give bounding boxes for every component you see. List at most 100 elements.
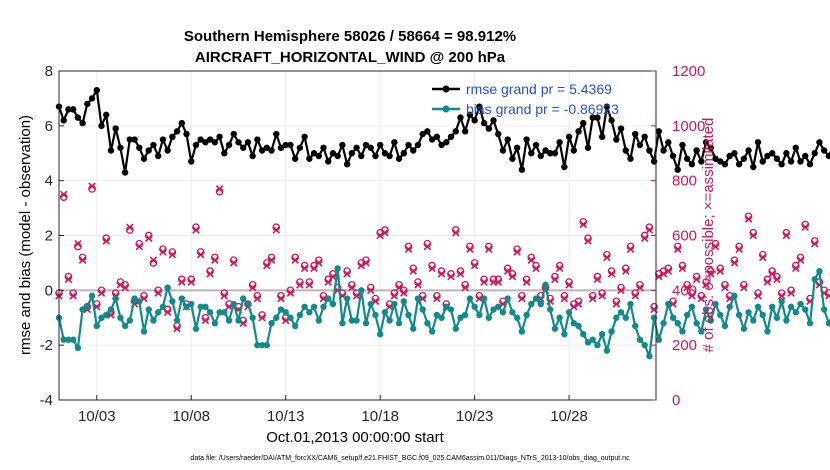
- obs-possible-point: [144, 231, 153, 240]
- bias-point: [509, 309, 516, 316]
- y-left-tick-label: 8: [45, 63, 53, 80]
- obs-possible-point: [253, 291, 262, 300]
- obs-possible-point: [574, 297, 583, 306]
- bias-point: [806, 320, 814, 327]
- obs-possible-point: [735, 242, 743, 251]
- obs-possible-point: [192, 223, 200, 232]
- obs-possible-point: [121, 280, 129, 289]
- bias-point: [622, 314, 629, 321]
- obs-possible-point: [88, 185, 96, 193]
- bias-point: [225, 317, 233, 324]
- rmse-point: [211, 139, 219, 146]
- bias-point: [112, 295, 119, 302]
- rmse-point: [334, 152, 341, 160]
- rmse-point: [490, 117, 497, 124]
- bias-point: [150, 317, 157, 324]
- obs-possible-point: [527, 253, 536, 262]
- obs-possible-point: [395, 280, 403, 289]
- rmse-point: [561, 163, 568, 171]
- bias-point: [362, 320, 370, 327]
- bias-point: [608, 328, 615, 335]
- bias-point: [452, 325, 459, 332]
- rmse-point: [598, 133, 606, 140]
- obs-possible-point: [532, 261, 540, 270]
- rmse-point: [731, 150, 738, 157]
- bias-point: [646, 352, 653, 360]
- bias-point: [655, 336, 663, 343]
- bias-point: [386, 317, 393, 324]
- bias-point: [735, 311, 743, 319]
- x-axis-label: Oct.01,2013 00:00:00 start: [266, 429, 444, 446]
- rmse-point: [797, 158, 804, 165]
- bias-point: [617, 309, 625, 316]
- rmse-point: [773, 155, 781, 162]
- rmse-point: [145, 147, 152, 154]
- bias-point: [395, 320, 403, 327]
- obs-possible-point: [258, 311, 266, 319]
- rmse-point: [287, 141, 294, 149]
- bias-point: [570, 320, 578, 327]
- obs-possible-point: [565, 278, 573, 286]
- bias-point: [627, 300, 634, 308]
- obs-possible-point: [140, 291, 148, 300]
- obs-possible-point: [480, 275, 488, 284]
- rmse-point: [745, 147, 752, 154]
- obs-possible-point: [626, 242, 635, 251]
- rmse-point: [608, 117, 615, 124]
- bias-point: [759, 311, 766, 319]
- rmse-point: [225, 141, 233, 149]
- rmse-point: [216, 133, 223, 140]
- obs-possible-point: [78, 253, 87, 262]
- bias-point: [750, 317, 757, 324]
- bias-point: [244, 300, 252, 308]
- bias-point: [513, 314, 521, 321]
- rmse-point: [792, 144, 800, 151]
- rmse-point: [140, 155, 148, 162]
- rmse-point: [221, 150, 228, 157]
- bias-point: [603, 347, 611, 354]
- bias-point: [74, 344, 82, 352]
- bias-point: [443, 303, 450, 310]
- bias-point: [230, 300, 237, 308]
- obs-possible-point: [187, 275, 196, 284]
- obs-possible-point: [229, 256, 238, 265]
- rmse-point: [150, 141, 157, 149]
- bias-point: [717, 311, 724, 319]
- bias-point: [287, 314, 294, 321]
- rmse-point: [471, 117, 478, 124]
- rmse-point: [584, 144, 592, 151]
- rmse-point: [452, 128, 459, 135]
- grid: [59, 70, 656, 401]
- rmse-series: [55, 86, 830, 176]
- bias-point: [721, 322, 729, 330]
- rmse-point: [277, 144, 285, 151]
- rmse-point: [183, 130, 190, 138]
- bias-point: [211, 320, 219, 327]
- obs-possible-point: [248, 280, 257, 289]
- obs-possible-point: [584, 234, 592, 243]
- rmse-point: [759, 158, 766, 165]
- x-tick-label: 10/23: [456, 408, 494, 425]
- rmse-point: [698, 158, 705, 165]
- rmse-point: [107, 147, 115, 154]
- rmse-point: [339, 141, 346, 149]
- bias-point: [575, 322, 582, 330]
- obs-possible-point: [598, 289, 607, 297]
- rmse-point: [169, 133, 176, 140]
- rmse-point: [362, 141, 370, 149]
- rmse-point: [419, 130, 426, 138]
- bias-point: [117, 314, 124, 321]
- rmse-point: [603, 103, 611, 110]
- bias-point: [268, 320, 275, 327]
- rmse-point: [178, 119, 186, 127]
- obs-possible-point: [825, 289, 830, 297]
- bias-point: [537, 300, 544, 308]
- bias-point: [348, 317, 356, 324]
- bias-point: [126, 317, 134, 324]
- obs-possible-point: [636, 280, 644, 289]
- y-left-tick-label: 4: [45, 173, 53, 190]
- bias-point: [131, 295, 138, 302]
- bias-point: [594, 341, 601, 349]
- obs-possible-point: [716, 264, 725, 273]
- rmse-point: [249, 152, 256, 160]
